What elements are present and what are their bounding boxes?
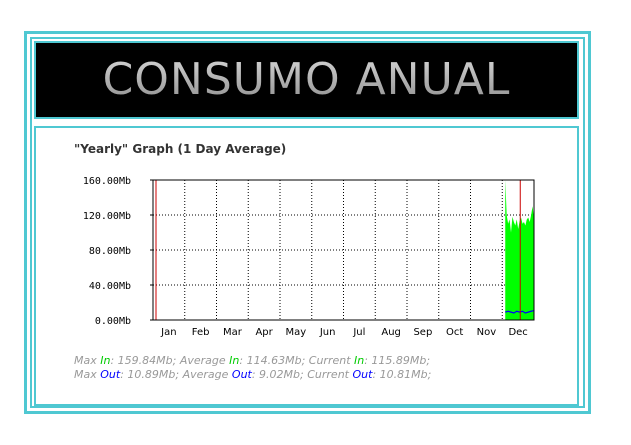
stats-average-label: ; Average [172,354,226,367]
x-tick-label: Oct [446,327,463,338]
stats-max-label: Max [74,354,97,367]
x-tick-label: Dec [508,327,527,338]
stats-max-in: : 159.84Mb [110,354,173,367]
y-tick-label: 120.00Mb [83,211,131,222]
y-tick-label: 80.00Mb [89,246,131,257]
main-frame: CONSUMO ANUAL "Yearly" Graph (1 Day Aver… [24,31,591,414]
plot-border [152,179,535,321]
traffic-stats: Max In: 159.84Mb; Average In: 114.63Mb; … [74,354,431,382]
stats-average-label: ; Average [175,368,229,381]
header-banner: CONSUMO ANUAL [34,41,579,119]
x-tick-label: Nov [477,327,497,338]
stats-cur-out: : 10.81Mb; [372,368,432,381]
graph-title: "Yearly" Graph (1 Day Average) [74,142,287,156]
y-tick-label: 40.00Mb [89,281,131,292]
x-tick-label: May [286,327,307,338]
stats-avg-out: : 9.02Mb [251,368,301,381]
stats-avg-in: : 114.63Mb [239,354,302,367]
stats-in-label: In [100,354,111,367]
x-tick-label: Jan [160,327,176,338]
stats-cur-in: : 115.89Mb; [364,354,431,367]
stats-current-label: ; Current [300,368,349,381]
stats-out-label: Out [352,368,373,381]
stats-current-label: ; Current [301,354,351,367]
stats-out-label: Out [231,368,252,381]
stats-out-line: Max Out: 10.89Mb; Average Out: 9.02Mb; C… [74,368,431,382]
yearly-graph: 160.00Mb 120.00Mb 80.00Mb 40.00Mb 0.00Mb Jan F… [83,176,535,338]
stats-max-out: : 10.89Mb [120,368,176,381]
x-tick-label: Aug [381,327,401,338]
x-tick-label: Apr [255,327,273,338]
stats-in-label: In [354,354,365,367]
series-out-line [505,309,535,314]
x-tick-label: Jun [319,327,336,338]
stats-in-label: In [229,354,240,367]
x-tick-label: Sep [413,327,432,338]
frame-inner-border [30,37,585,408]
series-in-area [505,180,534,320]
graph-panel: "Yearly" Graph (1 Day Average) 160.00Mb 1… [34,126,579,406]
stats-max-label: Max [74,368,97,381]
x-tick-label: Jul [352,327,365,338]
x-tick-label: Mar [223,327,243,338]
stats-in-line: Max In: 159.84Mb; Average In: 114.63Mb; … [74,354,431,368]
stats-out-label: Out [100,368,121,381]
x-tick-label: Feb [192,327,210,338]
y-tick-label: 160.00Mb [83,176,131,187]
page-title: CONSUMO ANUAL [36,43,577,117]
y-tick-label: 0.00Mb [95,316,131,327]
